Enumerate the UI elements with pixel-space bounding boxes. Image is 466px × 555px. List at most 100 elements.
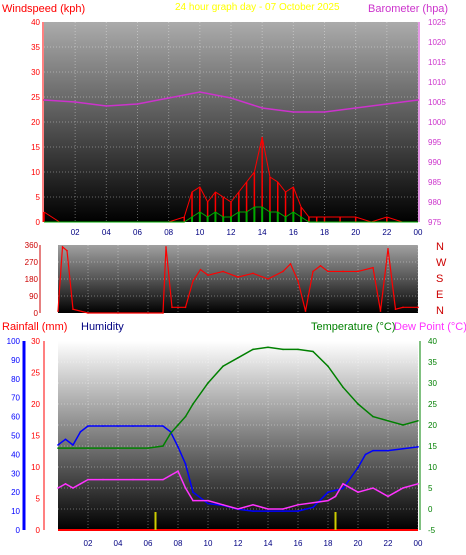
wind-baro-x-tick: 12 [227, 228, 236, 237]
rainfall-y-tick: 15 [31, 432, 40, 441]
dewpoint-point [102, 478, 104, 481]
dewpoint-point [357, 491, 359, 494]
humidity-point [312, 506, 314, 509]
humidity-y-tick: 50 [11, 432, 20, 441]
wind-baro-x-tick: 14 [258, 228, 267, 237]
direction-y-tick: 360 [25, 241, 39, 250]
rain-hum-temp-ticks: 02 04 06 08 10 12 14 16 18 20 22 000102030405060708… [7, 337, 438, 548]
temperature-y-tick: 5 [428, 484, 433, 493]
rain-hum-temp-x-tick: 04 [114, 539, 123, 548]
direction-point [402, 306, 404, 309]
humidity-point [57, 444, 59, 446]
temperature-point [417, 420, 419, 422]
temperature-point [87, 447, 89, 449]
barometer-point [43, 99, 45, 101]
temperature-point [402, 424, 404, 426]
humidity-point [417, 446, 419, 448]
dewpoint-point [297, 504, 299, 506]
humidity-point [357, 466, 359, 469]
barometer-point [261, 107, 263, 109]
barometer-y-tick: 975 [428, 218, 442, 227]
gust-line [44, 206, 418, 223]
barometer-point [105, 105, 108, 107]
dewpoint-axis-label: Dew Point (°C) [394, 321, 466, 333]
temperature-point [169, 432, 172, 435]
barometer-y-tick: 980 [428, 198, 442, 207]
direction-point [387, 247, 389, 250]
humidity-y-tick: 70 [11, 394, 20, 403]
rainfall-y-tick: 30 [31, 337, 40, 346]
barometer-y-tick: 1020 [428, 38, 446, 47]
direction-point [192, 280, 194, 282]
temperature-point [184, 415, 187, 418]
humidity-axis-label: Humidity [81, 321, 124, 333]
dewpoint-point [417, 483, 419, 485]
humidity-y-tick: 90 [11, 356, 20, 365]
humidity-point [207, 502, 209, 505]
humidity-point [184, 463, 187, 465]
humidity-point [79, 430, 82, 433]
dewpoint-point [169, 474, 172, 477]
dewpoint-point [87, 478, 89, 481]
wind-baro-x-tick: 06 [133, 228, 142, 237]
barometer-point [74, 101, 76, 103]
humidity-point [154, 425, 157, 427]
direction-point [162, 312, 164, 314]
dewpoint-point [402, 487, 404, 489]
barometer-y-tick: 985 [428, 178, 442, 187]
rain-hum-temp-x-tick: 10 [204, 539, 213, 548]
direction-point [66, 249, 68, 252]
temperature-point [297, 348, 299, 351]
temperature-point [72, 447, 74, 449]
direction-point [57, 310, 59, 312]
temperature-point [267, 346, 269, 349]
humidity-point [342, 487, 344, 490]
direction-point [342, 270, 344, 273]
barometer-y-tick: 1005 [428, 98, 446, 107]
temperature-point [357, 403, 359, 405]
direction-point [237, 276, 239, 278]
rain-hum-temp-x-tick: 12 [234, 539, 243, 548]
humidity-y-tick: 60 [11, 413, 20, 422]
direction-point [117, 312, 119, 314]
dewpoint-point [394, 491, 397, 494]
direction-point [165, 246, 167, 248]
rainfall-y-tick: 10 [31, 463, 40, 472]
dewpoint-point [192, 499, 194, 502]
temperature-y-tick: -5 [428, 526, 436, 535]
temperature-axis-label: Temperature (°C) [311, 321, 395, 333]
barometer-axis-label: Barometer (hpa) [368, 3, 448, 15]
windspeed-y-tick: 40 [31, 18, 40, 27]
humidity-point [72, 444, 74, 446]
wind-baro-plot-area [44, 22, 418, 222]
humidity-point [252, 510, 254, 512]
barometer-y-tick: 1025 [428, 18, 446, 27]
barometer-point [323, 111, 326, 113]
dewpoint-point [57, 487, 59, 489]
temperature-point [147, 447, 149, 449]
dewpoint-point [267, 508, 269, 510]
wind-baro-x-tick: 18 [320, 228, 329, 237]
wind-baro-grid [42, 22, 420, 222]
rain-hum-temp-x-tick: 22 [384, 539, 393, 548]
direction-y-tick: 270 [25, 258, 39, 267]
direction-y-tick: 90 [29, 292, 38, 301]
windspeed-y-tick: 25 [31, 93, 40, 102]
direction-point [177, 306, 179, 309]
humidity-point [87, 425, 89, 427]
dewpoint-point [237, 508, 239, 510]
dewpoint-point [162, 478, 164, 481]
dewpoint-point [147, 478, 149, 481]
temperature-y-tick: 35 [428, 358, 437, 367]
temperature-y-tick: 15 [428, 442, 437, 451]
direction-point [319, 264, 322, 267]
temperature-point [222, 365, 224, 368]
temperature-point [372, 415, 374, 418]
dewpoint-point [252, 504, 254, 506]
dewpoint-point [117, 478, 119, 481]
temperature-point [327, 365, 329, 368]
humidity-y-tick: 10 [11, 507, 20, 516]
humidity-y-tick: 20 [11, 488, 20, 497]
humidity-point [297, 510, 299, 512]
humidity-y-tick: 100 [7, 337, 21, 346]
